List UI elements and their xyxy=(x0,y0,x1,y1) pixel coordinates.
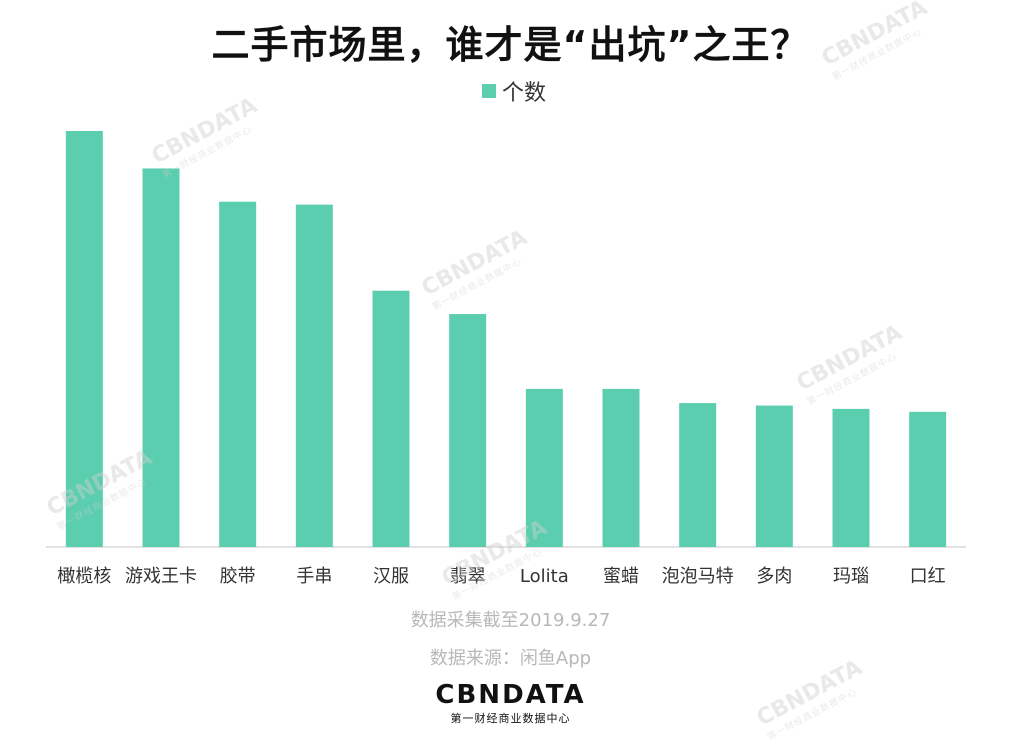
legend-label: 个数 xyxy=(502,81,547,106)
bar xyxy=(525,388,563,547)
bar xyxy=(372,290,410,547)
bar xyxy=(832,408,870,547)
x-tick-label: 游戏王卡 xyxy=(125,566,197,587)
x-tick-label: 翡翠 xyxy=(450,566,486,587)
x-tick-label: 蜜蜡 xyxy=(603,566,639,587)
bar xyxy=(295,204,333,547)
x-tick-label: 手串 xyxy=(296,566,332,587)
legend-swatch xyxy=(482,84,496,98)
x-tick-label: 胶带 xyxy=(220,566,256,587)
data-source-note: 数据来源：闲鱼App xyxy=(429,648,592,669)
x-tick-label: Lolita xyxy=(520,566,569,587)
legend: 个数 xyxy=(482,78,547,106)
x-tick-label: 汉服 xyxy=(373,566,409,587)
bar xyxy=(602,388,640,547)
brand-logo: CBNDATA 第一财经商业数据中心 xyxy=(0,680,1021,726)
logo-tagline: 第一财经商业数据中心 xyxy=(450,712,571,725)
x-tick-label: 橄榄核 xyxy=(57,566,111,587)
bar xyxy=(449,314,487,547)
bar xyxy=(909,411,947,547)
bar xyxy=(219,201,257,547)
bar xyxy=(679,403,717,547)
x-tick-label: 多肉 xyxy=(756,566,792,587)
bar-chart: 橄榄核 游戏王卡 胶带 手串 汉服 翡翠 Lolita 蜜蜡 泡泡马特 多肉 玛瑙 口红 xyxy=(46,131,966,587)
bar xyxy=(142,168,180,547)
x-tick-label: 玛瑙 xyxy=(833,566,869,587)
data-date-note: 数据采集截至2019.9.27 xyxy=(410,610,611,631)
chart-title: 二手市场里，谁才是“出坑”之王？ xyxy=(211,23,810,67)
x-tick-label: 口红 xyxy=(910,566,946,587)
x-tick-label: 泡泡马特 xyxy=(662,566,734,587)
logo-wordmark: CBNDATA xyxy=(435,680,586,710)
bar xyxy=(65,131,103,547)
bar xyxy=(755,405,793,547)
